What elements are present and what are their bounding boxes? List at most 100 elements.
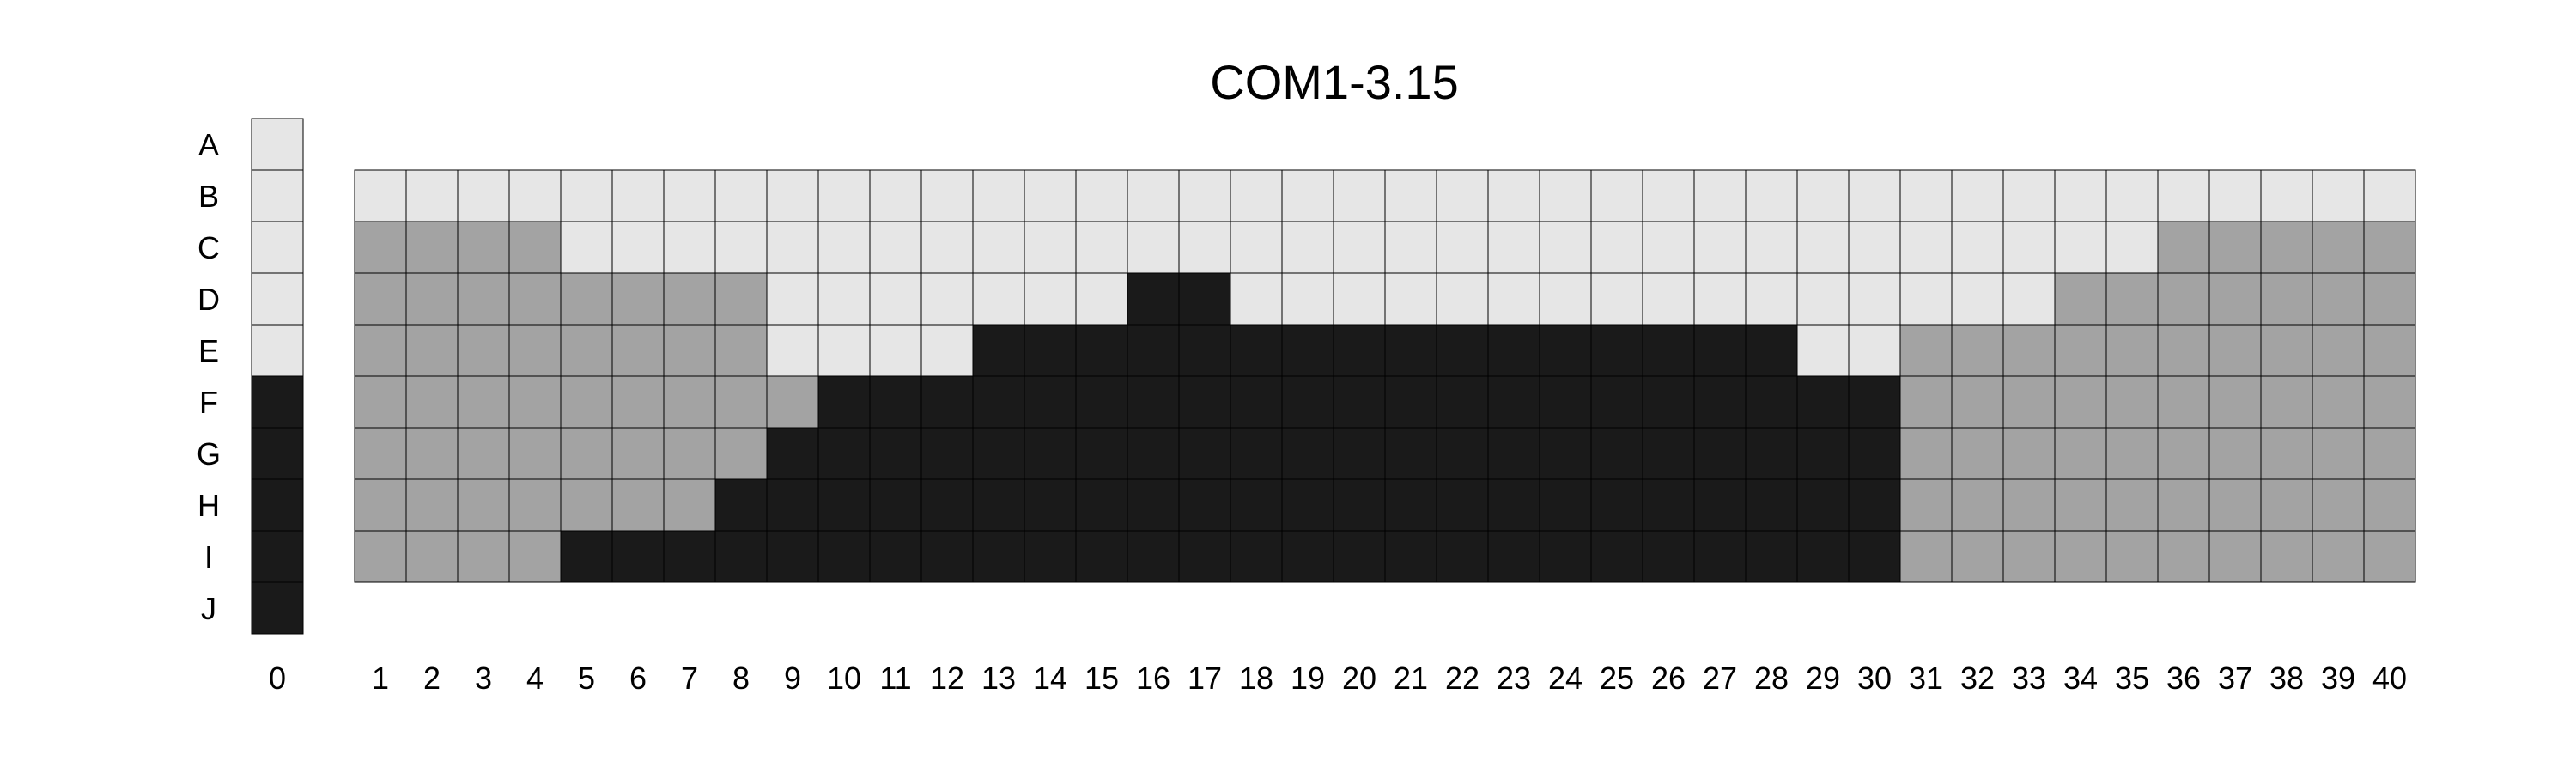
cell-b-38: [2260, 169, 2313, 222]
cell-i-38: [2260, 530, 2313, 583]
cell-g-8: [714, 427, 768, 480]
ref-cell-j: [251, 581, 304, 635]
cell-h-15: [1075, 478, 1128, 532]
cell-e-11: [869, 324, 922, 377]
cell-d-17: [1178, 272, 1231, 326]
cell-h-6: [611, 478, 665, 532]
cell-h-31: [1899, 478, 1953, 532]
cell-c-1: [354, 221, 407, 274]
cell-c-11: [869, 221, 922, 274]
cell-g-13: [972, 427, 1025, 480]
cell-h-4: [508, 478, 562, 532]
cell-f-38: [2260, 375, 2313, 429]
cell-h-17: [1178, 478, 1231, 532]
cell-g-6: [611, 427, 665, 480]
cell-i-17: [1178, 530, 1231, 583]
cell-d-11: [869, 272, 922, 326]
cell-c-5: [560, 221, 613, 274]
cell-e-13: [972, 324, 1025, 377]
cell-g-29: [1796, 427, 1850, 480]
cell-c-32: [1951, 221, 2004, 274]
col-label-6: 6: [629, 660, 647, 696]
ref-cell-f: [251, 375, 304, 429]
cell-g-21: [1384, 427, 1437, 480]
cell-f-20: [1333, 375, 1386, 429]
cell-e-4: [508, 324, 562, 377]
cell-b-7: [663, 169, 716, 222]
cell-e-23: [1487, 324, 1540, 377]
cell-h-11: [869, 478, 922, 532]
col-label-9: 9: [784, 660, 801, 696]
cell-i-32: [1951, 530, 2004, 583]
col-label-3: 3: [475, 660, 492, 696]
cell-i-14: [1024, 530, 1077, 583]
cell-h-12: [920, 478, 974, 532]
cell-b-20: [1333, 169, 1386, 222]
ref-cell-a: [251, 118, 304, 171]
cell-i-25: [1590, 530, 1643, 583]
col-label-19: 19: [1291, 660, 1325, 696]
cell-f-22: [1436, 375, 1489, 429]
cell-e-36: [2157, 324, 2210, 377]
col-label-38: 38: [2269, 660, 2304, 696]
cell-h-28: [1745, 478, 1798, 532]
cell-f-28: [1745, 375, 1798, 429]
cell-b-19: [1281, 169, 1334, 222]
cell-h-5: [560, 478, 613, 532]
cell-f-8: [714, 375, 768, 429]
cell-h-38: [2260, 478, 2313, 532]
cell-e-22: [1436, 324, 1489, 377]
cell-e-18: [1230, 324, 1283, 377]
cell-c-25: [1590, 221, 1643, 274]
cell-b-28: [1745, 169, 1798, 222]
cell-g-10: [817, 427, 871, 480]
cell-f-4: [508, 375, 562, 429]
cell-b-32: [1951, 169, 2004, 222]
cell-c-6: [611, 221, 665, 274]
cell-i-28: [1745, 530, 1798, 583]
cell-c-37: [2208, 221, 2262, 274]
cell-e-31: [1899, 324, 1953, 377]
col-label-7: 7: [681, 660, 698, 696]
ref-cell-b: [251, 169, 304, 222]
cell-f-19: [1281, 375, 1334, 429]
cell-g-40: [2363, 427, 2416, 480]
cell-e-30: [1848, 324, 1901, 377]
cell-e-3: [457, 324, 510, 377]
cell-f-7: [663, 375, 716, 429]
cell-h-40: [2363, 478, 2416, 532]
cell-e-25: [1590, 324, 1643, 377]
cell-g-4: [508, 427, 562, 480]
cell-c-24: [1539, 221, 1592, 274]
col-label-30: 30: [1857, 660, 1892, 696]
cell-c-31: [1899, 221, 1953, 274]
cell-c-23: [1487, 221, 1540, 274]
cell-c-38: [2260, 221, 2313, 274]
ref-cell-d: [251, 272, 304, 326]
cell-d-7: [663, 272, 716, 326]
col-label-2: 2: [423, 660, 440, 696]
cell-b-8: [714, 169, 768, 222]
cell-d-33: [2002, 272, 2056, 326]
cell-h-34: [2054, 478, 2107, 532]
ref-cell-e: [251, 324, 304, 377]
cell-f-40: [2363, 375, 2416, 429]
cell-d-27: [1693, 272, 1747, 326]
cell-g-36: [2157, 427, 2210, 480]
cell-b-22: [1436, 169, 1489, 222]
cell-i-11: [869, 530, 922, 583]
cell-g-31: [1899, 427, 1953, 480]
cell-f-17: [1178, 375, 1231, 429]
cell-c-30: [1848, 221, 1901, 274]
cell-i-2: [405, 530, 459, 583]
cell-g-28: [1745, 427, 1798, 480]
cell-d-13: [972, 272, 1025, 326]
cell-b-1: [354, 169, 407, 222]
cell-f-34: [2054, 375, 2107, 429]
cell-b-31: [1899, 169, 1953, 222]
cell-i-15: [1075, 530, 1128, 583]
cell-h-35: [2105, 478, 2159, 532]
cell-c-39: [2312, 221, 2365, 274]
col-label-40: 40: [2372, 660, 2407, 696]
cell-b-10: [817, 169, 871, 222]
